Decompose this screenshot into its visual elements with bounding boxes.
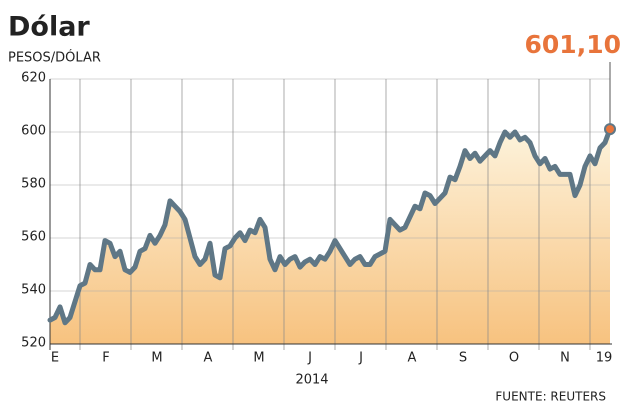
source: FUENTE: REUTERS (495, 390, 606, 404)
area (50, 129, 610, 344)
x-tick-label: A (408, 351, 417, 366)
y-tick-label: 620 (21, 71, 46, 86)
x-tick-label: O (509, 351, 519, 366)
x-tick-label: N (560, 351, 570, 366)
x-tick-label: M (151, 351, 162, 366)
year-label: 2014 (295, 373, 328, 388)
chart-title: Dólar (8, 12, 90, 43)
annotation: 601,10 (525, 30, 621, 59)
y-tick-label: 540 (21, 283, 46, 298)
x-tick-label: M (253, 351, 264, 366)
x-tick-label: J (358, 351, 363, 366)
x-tick-label: A (204, 351, 213, 366)
chart-subtitle: PESOS/DÓLAR (8, 50, 101, 66)
line (47, 126, 613, 326)
last-point (604, 123, 616, 136)
y-tick-label: 560 (21, 230, 46, 245)
x-tick-label: J (307, 351, 312, 366)
y-tick-label: 600 (21, 124, 46, 139)
y-tick-label: 520 (21, 336, 46, 351)
x-tick-label: 19 (596, 351, 613, 366)
x-tick-label: F (102, 351, 109, 366)
x-tick-label: S (459, 351, 467, 366)
x-tick-label: E (51, 351, 59, 366)
y-tick-label: 580 (21, 177, 46, 192)
